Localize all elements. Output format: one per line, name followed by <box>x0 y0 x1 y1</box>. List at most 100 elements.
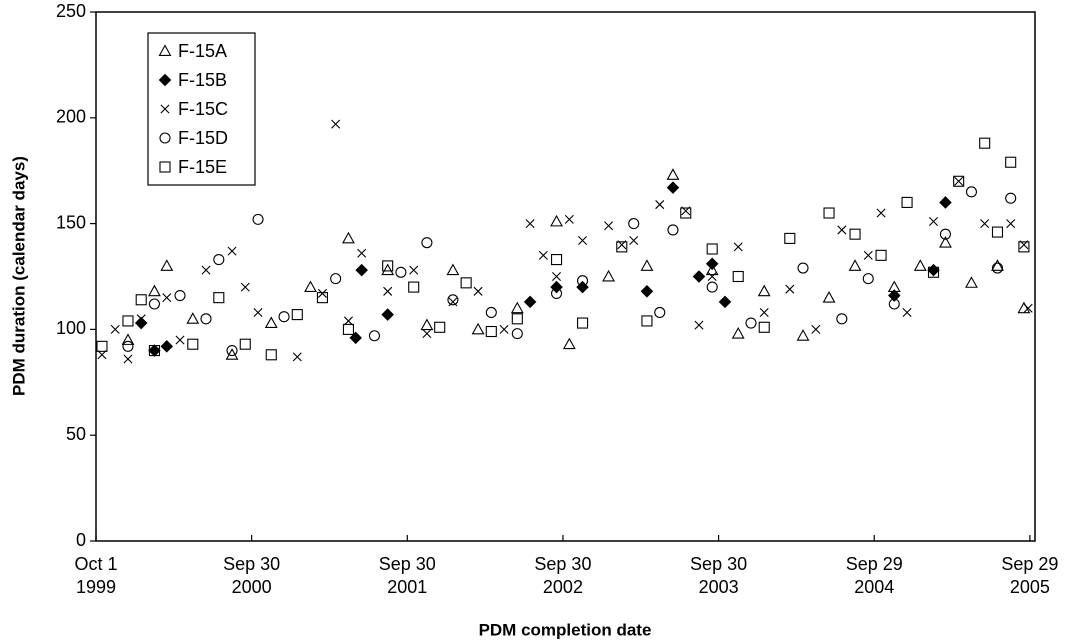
legend-label: F-15D <box>178 128 228 148</box>
marker-x <box>785 284 795 294</box>
marker-diamond <box>381 308 394 321</box>
marker-circle <box>511 328 523 340</box>
y-tick-label: 50 <box>66 424 86 444</box>
marker-square <box>991 226 1004 238</box>
marker-triangle <box>965 276 978 288</box>
marker-square <box>434 321 446 333</box>
marker-x <box>136 314 146 324</box>
marker-circle <box>577 275 589 287</box>
x-tick-label: 1999 <box>76 577 116 597</box>
marker-square <box>680 207 692 219</box>
x-tick-label: Oct 1 <box>74 554 117 574</box>
x-tick-label: 2002 <box>543 577 583 597</box>
marker-x <box>317 288 327 298</box>
marker-triangle <box>550 214 563 227</box>
x-tick-label: Sep 30 <box>223 554 280 574</box>
marker-triangle <box>913 259 927 271</box>
marker-square <box>316 292 328 304</box>
marker-diamond <box>705 257 719 271</box>
legend-label: F-15C <box>178 99 228 119</box>
marker-circle <box>991 262 1004 274</box>
marker-square <box>979 137 991 149</box>
legend-label: F-15E <box>178 157 227 177</box>
marker-x <box>863 250 873 260</box>
marker-x <box>448 297 458 307</box>
marker-square <box>849 228 861 240</box>
marker-diamond <box>927 263 940 277</box>
marker-triangle <box>666 168 680 180</box>
marker-square <box>291 309 303 321</box>
marker-triangle <box>342 231 355 244</box>
marker-triangle <box>1017 301 1031 314</box>
marker-circle <box>862 273 874 285</box>
marker-square <box>875 249 887 261</box>
marker-circle <box>836 313 848 325</box>
marker-triangle <box>420 318 434 331</box>
marker-square <box>213 292 225 304</box>
marker-triangle <box>160 259 174 271</box>
marker-triangle <box>381 263 395 276</box>
marker-x <box>629 236 639 246</box>
marker-diamond <box>888 289 901 302</box>
x-tick-label: Sep 30 <box>690 554 747 574</box>
x-tick-label: 2004 <box>854 577 894 597</box>
marker-square <box>187 338 199 350</box>
marker-diamond <box>148 344 161 357</box>
y-tick-label: 250 <box>56 1 86 21</box>
marker-triangle <box>147 284 161 297</box>
marker-x <box>876 208 886 218</box>
marker-x <box>733 242 743 252</box>
marker-square <box>460 277 472 289</box>
x-tick-label: 2001 <box>387 577 427 597</box>
marker-circle <box>122 340 134 352</box>
marker-circle <box>1005 192 1017 204</box>
marker-x <box>383 286 393 296</box>
x-tick-label: 2000 <box>232 577 272 597</box>
marker-x <box>343 316 353 326</box>
marker-circle <box>485 306 497 319</box>
marker-square <box>927 266 940 278</box>
marker-x <box>578 236 588 246</box>
marker-diamond <box>692 270 706 283</box>
marker-square <box>616 241 628 253</box>
marker-x <box>409 265 419 275</box>
marker-x <box>240 282 250 292</box>
marker-triangle <box>158 44 172 56</box>
marker-square <box>1018 241 1030 253</box>
marker-circle <box>550 287 563 299</box>
marker-x <box>928 216 939 226</box>
marker-circle <box>252 213 264 225</box>
marker-triangle <box>510 301 524 314</box>
marker-x <box>538 250 548 260</box>
marker-triangle <box>848 259 862 271</box>
marker-circle <box>174 289 186 302</box>
marker-circle <box>148 298 160 310</box>
marker-square <box>382 260 394 272</box>
marker-x <box>253 307 263 317</box>
marker-square <box>1005 156 1017 168</box>
marker-x <box>655 200 665 210</box>
marker-square <box>732 270 744 283</box>
marker-x <box>694 320 704 330</box>
marker-triangle <box>602 269 616 282</box>
marker-square <box>265 349 277 361</box>
marker-circle <box>706 281 718 293</box>
marker-square <box>342 323 354 335</box>
marker-triangle <box>121 333 135 345</box>
marker-x <box>564 214 574 224</box>
marker-circle <box>213 254 225 266</box>
marker-diamond <box>640 285 654 298</box>
marker-square <box>148 345 160 357</box>
marker-circle <box>797 262 809 274</box>
x-tick-label: 2005 <box>1010 577 1050 597</box>
marker-x <box>160 104 170 114</box>
marker-x <box>422 329 432 339</box>
marker-square <box>758 321 770 333</box>
marker-diamond <box>523 295 537 309</box>
marker-x <box>980 219 990 229</box>
marker-x <box>707 271 717 282</box>
marker-x <box>292 352 302 362</box>
marker-x <box>552 271 562 282</box>
marker-circle <box>654 306 666 319</box>
marker-square <box>953 175 965 187</box>
